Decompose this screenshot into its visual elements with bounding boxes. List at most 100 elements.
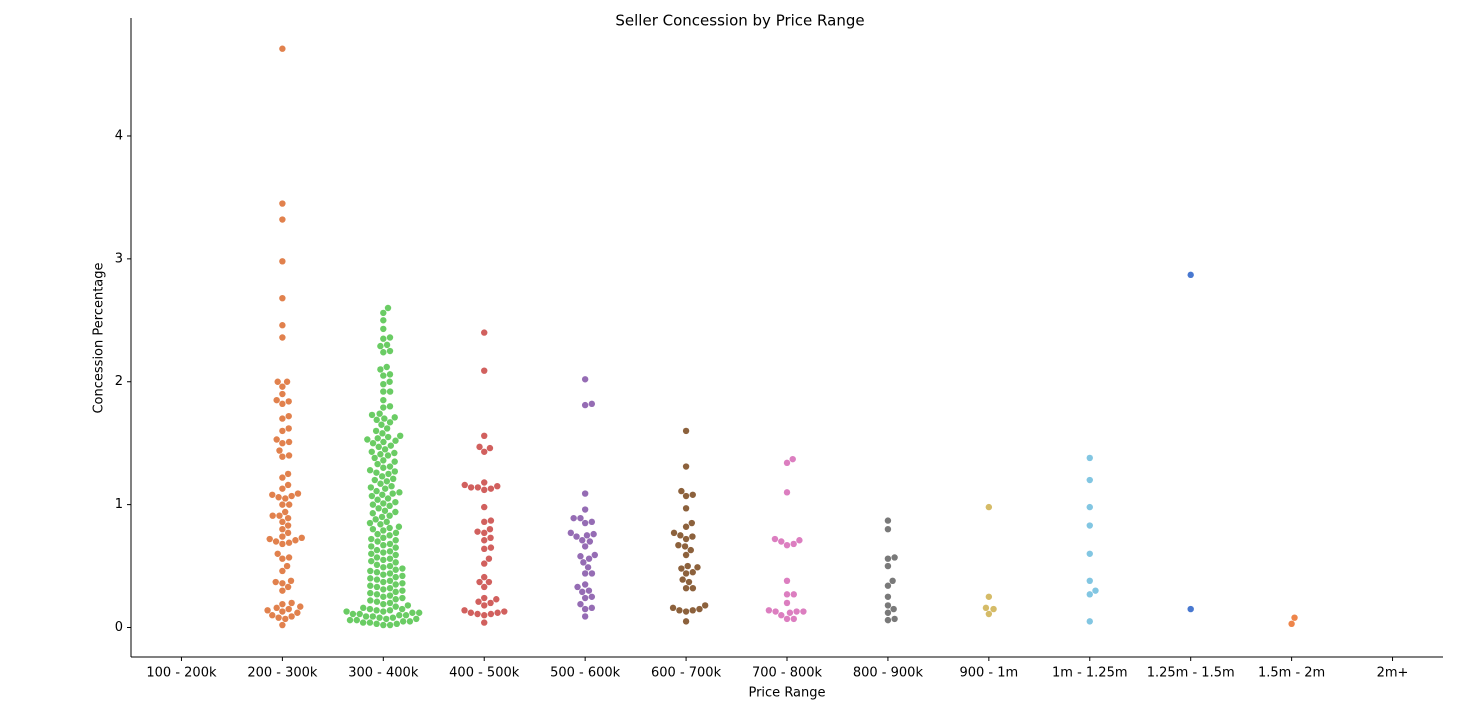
point bbox=[272, 578, 279, 586]
point bbox=[346, 616, 354, 624]
point bbox=[367, 597, 374, 604]
point bbox=[392, 437, 399, 444]
point bbox=[367, 484, 375, 491]
point bbox=[284, 514, 292, 522]
point bbox=[386, 555, 394, 562]
point bbox=[279, 258, 286, 265]
point bbox=[380, 534, 387, 542]
point bbox=[399, 594, 406, 602]
point bbox=[574, 583, 581, 591]
point bbox=[378, 421, 385, 428]
point bbox=[685, 578, 693, 586]
point bbox=[375, 505, 382, 512]
point bbox=[276, 447, 283, 454]
point bbox=[689, 533, 696, 540]
point bbox=[481, 594, 488, 602]
x-axis-label: Price Range bbox=[748, 686, 825, 701]
point bbox=[388, 482, 395, 490]
point bbox=[284, 522, 292, 529]
point bbox=[297, 603, 304, 610]
point bbox=[279, 200, 286, 207]
point bbox=[678, 487, 685, 495]
point bbox=[283, 562, 291, 570]
point bbox=[481, 486, 488, 494]
point bbox=[891, 554, 898, 561]
point bbox=[783, 577, 791, 585]
point bbox=[379, 491, 386, 498]
point bbox=[501, 608, 508, 615]
point bbox=[275, 494, 282, 501]
point bbox=[772, 608, 779, 615]
point bbox=[275, 614, 282, 621]
point bbox=[392, 596, 399, 603]
point bbox=[392, 537, 399, 544]
point bbox=[373, 583, 381, 591]
point bbox=[279, 453, 286, 460]
point bbox=[397, 432, 404, 440]
point bbox=[783, 615, 791, 623]
point bbox=[481, 612, 488, 619]
point bbox=[581, 376, 589, 383]
point bbox=[366, 467, 374, 474]
point bbox=[389, 475, 397, 483]
point bbox=[583, 532, 591, 539]
point bbox=[793, 608, 800, 615]
point bbox=[1086, 618, 1093, 625]
point bbox=[1086, 550, 1093, 557]
point bbox=[380, 564, 387, 571]
point bbox=[373, 607, 380, 614]
point bbox=[396, 489, 403, 496]
point bbox=[368, 557, 375, 565]
point bbox=[391, 458, 398, 465]
point bbox=[279, 390, 286, 398]
point bbox=[285, 554, 293, 561]
point bbox=[383, 518, 390, 526]
point bbox=[276, 512, 283, 519]
point bbox=[1092, 587, 1099, 594]
point bbox=[679, 576, 686, 583]
point bbox=[279, 600, 286, 608]
point bbox=[476, 443, 483, 451]
point bbox=[783, 599, 791, 607]
point bbox=[378, 473, 386, 480]
point bbox=[481, 573, 488, 581]
point bbox=[475, 598, 482, 605]
y-tick-label: 3 bbox=[115, 251, 123, 266]
point bbox=[395, 523, 403, 530]
point bbox=[284, 481, 292, 489]
point bbox=[279, 501, 286, 508]
point bbox=[467, 609, 475, 616]
point bbox=[682, 427, 690, 435]
point bbox=[379, 430, 386, 437]
point bbox=[383, 341, 391, 349]
point bbox=[783, 591, 791, 598]
point bbox=[392, 566, 399, 573]
point bbox=[1086, 591, 1093, 598]
point bbox=[368, 535, 375, 543]
point bbox=[481, 448, 488, 455]
point bbox=[415, 609, 423, 616]
point bbox=[481, 367, 488, 374]
point bbox=[581, 490, 589, 497]
point bbox=[372, 427, 380, 435]
point bbox=[389, 490, 396, 497]
point bbox=[369, 510, 376, 517]
point bbox=[386, 607, 394, 614]
point bbox=[682, 492, 690, 500]
point bbox=[386, 599, 394, 607]
point bbox=[368, 492, 376, 500]
point bbox=[487, 599, 494, 607]
point bbox=[684, 562, 691, 570]
point bbox=[368, 411, 376, 419]
point bbox=[373, 554, 381, 561]
point bbox=[476, 578, 483, 586]
point bbox=[285, 452, 293, 459]
point bbox=[362, 613, 370, 620]
point bbox=[287, 577, 295, 585]
point bbox=[406, 618, 414, 625]
point bbox=[371, 476, 378, 484]
point bbox=[292, 537, 299, 544]
point bbox=[281, 508, 289, 516]
point bbox=[884, 609, 892, 616]
point bbox=[283, 378, 291, 385]
